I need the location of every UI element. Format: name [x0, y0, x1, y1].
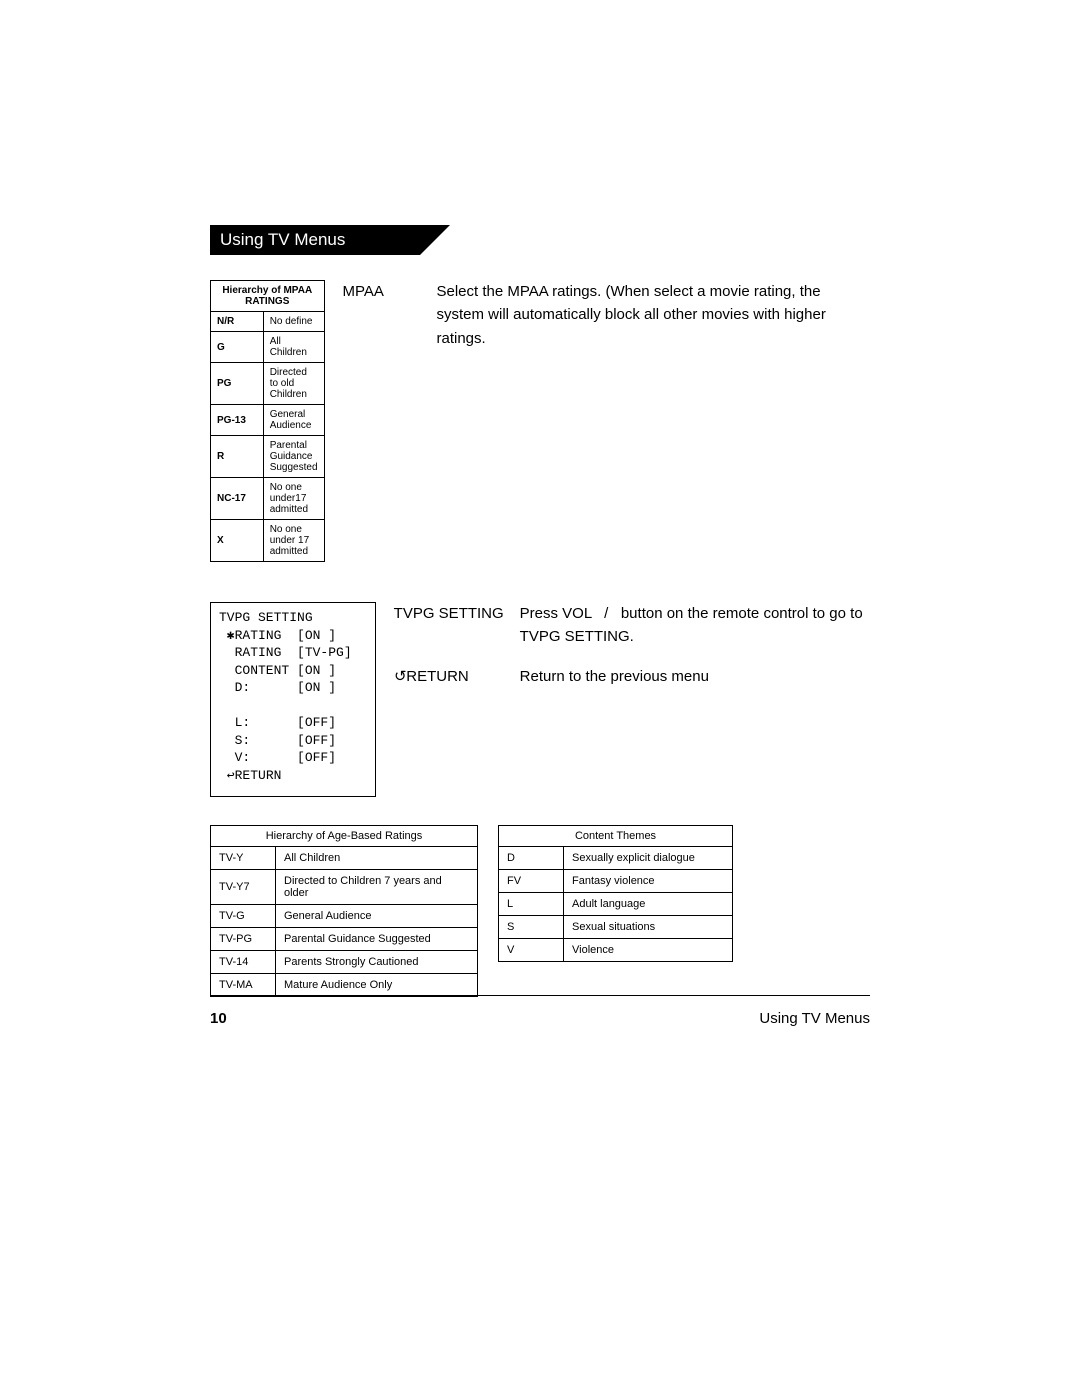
- tvpg-setting-label: TVPG SETTING: [394, 602, 520, 649]
- mpaa-table-title: Hierarchy of MPAA RATINGS: [211, 281, 325, 312]
- theme-code: S: [499, 916, 564, 939]
- mpaa-code: X: [211, 520, 264, 562]
- tvpg-line: ↩RETURN: [219, 767, 367, 785]
- mpaa-code: PG-13: [211, 405, 264, 436]
- page-footer: 10 Using TV Menus: [210, 995, 870, 1027]
- age-code: TV-14: [211, 951, 276, 974]
- theme-desc: Fantasy violence: [564, 870, 733, 893]
- mpaa-row: Hierarchy of MPAA RATINGS N/RNo define G…: [210, 280, 870, 562]
- content-themes-table: Content Themes DSexually explicit dialog…: [498, 825, 733, 962]
- theme-code: V: [499, 939, 564, 962]
- tvpg-line: CONTENT [ON ]: [219, 662, 367, 680]
- return-label-text: RETURN: [406, 668, 469, 685]
- tvpg-line: V: [OFF]: [219, 749, 367, 767]
- mpaa-code: N/R: [211, 312, 264, 332]
- text: /: [604, 605, 608, 622]
- mpaa-desc: All Children: [263, 332, 324, 363]
- mpaa-desc: No one under17 admitted: [263, 478, 324, 520]
- tvpg-line: [219, 697, 367, 715]
- section-title: Using TV Menus: [220, 230, 345, 249]
- mpaa-desc: No one under 17 admitted: [263, 520, 324, 562]
- return-label: ↻RETURN: [394, 665, 520, 688]
- tvpg-setting-text: Press VOL / button on the remote control…: [520, 602, 870, 649]
- tvpg-line: ✱RATING [ON ]: [219, 627, 367, 645]
- tvpg-line: S: [OFF]: [219, 732, 367, 750]
- mpaa-description: Select the MPAA ratings. (When select a …: [437, 280, 871, 350]
- mpaa-desc: No define: [263, 312, 324, 332]
- theme-desc: Adult language: [564, 893, 733, 916]
- tvpg-line: RATING [TV-PG]: [219, 644, 367, 662]
- content-area: Hierarchy of MPAA RATINGS N/RNo define G…: [210, 280, 870, 997]
- age-code: TV-G: [211, 905, 276, 928]
- mpaa-ratings-table: Hierarchy of MPAA RATINGS N/RNo define G…: [210, 280, 325, 562]
- age-table-title: Hierarchy of Age-Based Ratings: [211, 826, 478, 847]
- theme-desc: Sexually explicit dialogue: [564, 847, 733, 870]
- age-code: TV-PG: [211, 928, 276, 951]
- tvpg-setting-box: TVPG SETTING ✱RATING [ON ] RATING [TV-PG…: [210, 602, 376, 797]
- mpaa-desc: Directed to old Children: [263, 363, 324, 405]
- theme-desc: Sexual situations: [564, 916, 733, 939]
- mpaa-desc: General Audience: [263, 405, 324, 436]
- age-desc: Parents Strongly Cautioned: [276, 951, 478, 974]
- age-desc: Mature Audience Only: [276, 974, 478, 997]
- mpaa-code: PG: [211, 363, 264, 405]
- age-code: TV-Y: [211, 847, 276, 870]
- mpaa-code: NC-17: [211, 478, 264, 520]
- tvpg-line: D: [ON ]: [219, 679, 367, 697]
- tvpg-description-block: TVPG SETTING Press VOL / button on the r…: [394, 602, 870, 694]
- tvpg-row: TVPG SETTING ✱RATING [ON ] RATING [TV-PG…: [210, 602, 870, 797]
- return-text: Return to the previous menu: [520, 665, 870, 688]
- theme-code: L: [499, 893, 564, 916]
- theme-code: D: [499, 847, 564, 870]
- mpaa-code: R: [211, 436, 264, 478]
- tvpg-line: L: [OFF]: [219, 714, 367, 732]
- footer-section: Using TV Menus: [759, 1010, 870, 1027]
- age-ratings-table: Hierarchy of Age-Based Ratings TV-YAll C…: [210, 825, 478, 997]
- mpaa-label: MPAA: [343, 280, 437, 350]
- tvpg-box-title: TVPG SETTING: [219, 609, 367, 627]
- age-desc: Directed to Children 7 years and older: [276, 870, 478, 905]
- age-desc: All Children: [276, 847, 478, 870]
- text: Press VOL: [520, 605, 592, 622]
- age-desc: General Audience: [276, 905, 478, 928]
- page: Using TV Menus Hierarchy of MPAA RATINGS…: [0, 0, 1080, 1397]
- section-title-tab: Using TV Menus: [210, 225, 420, 255]
- themes-table-title: Content Themes: [499, 826, 733, 847]
- age-code: TV-MA: [211, 974, 276, 997]
- theme-desc: Violence: [564, 939, 733, 962]
- mpaa-desc: Parental Guidance Suggested: [263, 436, 324, 478]
- tvpg-lines: ✱RATING [ON ] RATING [TV-PG] CONTENT [ON…: [219, 627, 367, 785]
- page-number: 10: [210, 1010, 227, 1027]
- mpaa-description-block: MPAA Select the MPAA ratings. (When sele…: [343, 280, 871, 356]
- theme-code: FV: [499, 870, 564, 893]
- mpaa-code: G: [211, 332, 264, 363]
- age-code: TV-Y7: [211, 870, 276, 905]
- tables-row: Hierarchy of Age-Based Ratings TV-YAll C…: [210, 825, 870, 997]
- return-icon: ↻: [394, 665, 407, 688]
- age-desc: Parental Guidance Suggested: [276, 928, 478, 951]
